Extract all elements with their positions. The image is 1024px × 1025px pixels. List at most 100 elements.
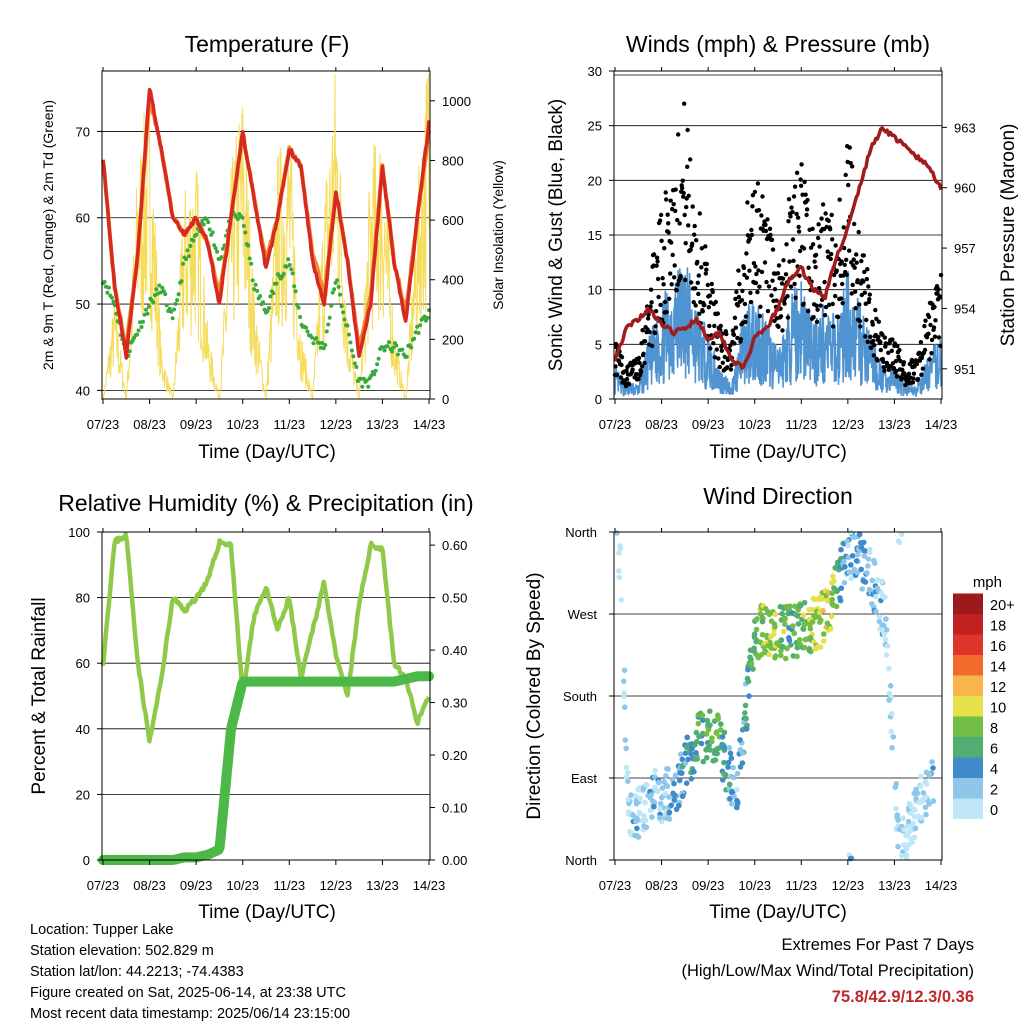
- direction-point: [719, 734, 726, 740]
- dewpoint-point: [194, 232, 199, 237]
- gust-point: [871, 338, 876, 344]
- gust-point: [906, 371, 912, 376]
- gust-point: [656, 294, 661, 300]
- gust-point: [671, 202, 676, 207]
- dewpoint-point: [160, 285, 165, 290]
- gust-point: [847, 248, 852, 253]
- legend-label: 10: [990, 700, 1006, 716]
- direction-point: [704, 754, 710, 761]
- direction-point: [683, 780, 690, 786]
- dewpoint-point: [304, 325, 308, 330]
- gust-point: [755, 181, 761, 186]
- gust-point: [649, 343, 655, 349]
- direction-point: [745, 678, 752, 685]
- temperature-frame: [101, 70, 431, 400]
- gust-point: [729, 363, 734, 368]
- dewpoint-point: [252, 287, 257, 292]
- gust-point: [798, 177, 803, 182]
- dewpoint-point: [141, 319, 145, 324]
- gust-point: [850, 282, 855, 288]
- dewpoint-point: [170, 316, 175, 321]
- dewpoint-point: [154, 287, 159, 292]
- gust-point: [665, 212, 670, 217]
- direction-ytick-label: West: [568, 607, 598, 622]
- gust-point: [763, 222, 768, 227]
- direction-point: [888, 711, 895, 717]
- direction-point: [807, 621, 813, 628]
- gust-point: [861, 253, 866, 258]
- gust-point: [791, 194, 797, 199]
- temperature-xtick-label: 14/23: [413, 417, 446, 432]
- temperature-ylabel-right: Solar Insolation (Yellow): [490, 160, 506, 310]
- direction-point: [620, 678, 627, 685]
- legend-label: 18: [990, 618, 1006, 634]
- direction-point: [705, 726, 712, 733]
- direction-point: [811, 596, 818, 603]
- temperature-xlabel: Time (Day/UTC): [198, 442, 336, 463]
- gust-point: [686, 193, 691, 198]
- gust-point: [707, 323, 712, 329]
- gust-point: [822, 313, 828, 318]
- direction-point: [833, 603, 840, 610]
- direction-point: [649, 814, 655, 820]
- gust-point: [693, 286, 698, 291]
- dewpoint-point: [284, 264, 289, 269]
- gust-point: [797, 273, 802, 278]
- direction-point: [685, 756, 691, 763]
- gust-point: [743, 314, 749, 319]
- direction-point: [827, 626, 834, 632]
- gust-point: [922, 347, 928, 353]
- direction-point: [911, 834, 918, 841]
- dewpoint-point: [391, 345, 396, 350]
- dewpoint-point: [369, 373, 374, 378]
- gust-point: [789, 205, 794, 210]
- direction-ylabel-left: Direction (Colored By Speed): [524, 572, 545, 819]
- direction-point: [748, 656, 754, 663]
- dewpoint-point: [305, 329, 310, 334]
- dewpoint-point: [135, 332, 140, 337]
- humidity-ytick-label: 0: [83, 853, 90, 868]
- direction-point: [893, 805, 899, 812]
- gust-point: [852, 265, 857, 270]
- gust-point: [697, 211, 702, 216]
- dewpoint-point: [418, 323, 423, 328]
- direction-point: [879, 578, 885, 584]
- gust-point: [655, 276, 661, 282]
- gust-point: [786, 197, 792, 202]
- gust-point: [702, 302, 707, 308]
- gust-point: [849, 291, 854, 296]
- direction-point: [746, 693, 752, 699]
- dewpoint-point: [144, 307, 148, 312]
- direction-point: [859, 586, 865, 592]
- gust-point: [871, 353, 876, 358]
- rh-line: [100, 531, 432, 744]
- direction-point: [801, 644, 808, 651]
- direction-point: [841, 579, 848, 586]
- legend-label: 14: [990, 659, 1006, 675]
- gust-point: [936, 287, 941, 292]
- direction-point: [886, 665, 892, 672]
- gust-point: [827, 302, 832, 307]
- dewpoint-point: [373, 368, 378, 373]
- direction-point: [861, 553, 868, 559]
- legend-swatch: [953, 798, 983, 819]
- direction-point: [728, 773, 734, 780]
- humidity-xtick-label: 13/23: [366, 878, 399, 893]
- gust-point: [858, 324, 863, 329]
- gust-point: [920, 366, 926, 371]
- gust-point: [889, 348, 894, 353]
- humidity-ytick-label: 80: [76, 591, 90, 606]
- gust-point: [686, 223, 691, 228]
- winds-xtick-label: 07/23: [599, 417, 632, 432]
- gust-point: [735, 335, 740, 341]
- gust-point: [619, 362, 624, 368]
- temperature-title: Temperature (F): [185, 31, 350, 57]
- gust-point: [747, 236, 753, 241]
- dewpoint-point: [296, 305, 301, 310]
- gust-point: [804, 207, 810, 212]
- winds-xtick-label: 09/23: [692, 417, 725, 432]
- humidity-gridlines: [102, 531, 430, 861]
- gust-point: [872, 343, 877, 348]
